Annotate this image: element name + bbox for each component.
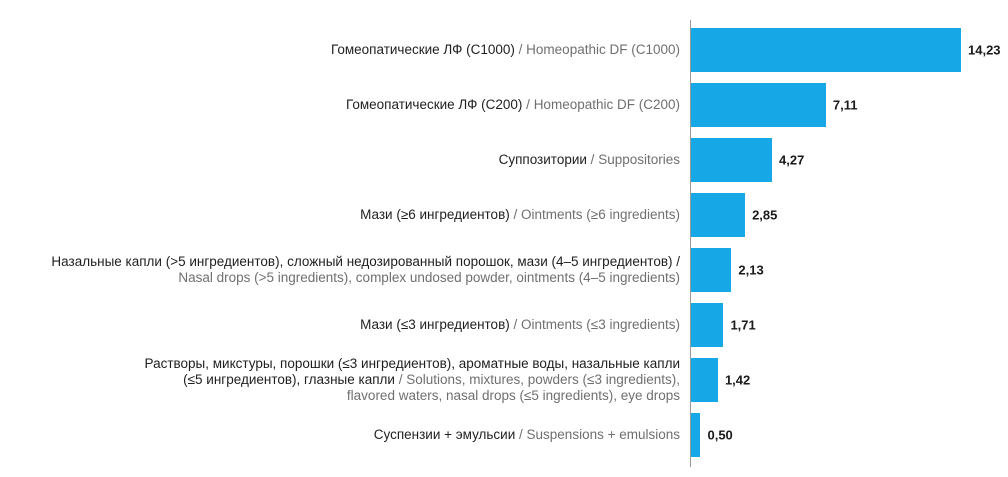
category-label: Гомеопатические ЛФ (С200) / Homeopathic … <box>0 97 680 113</box>
bar <box>691 28 961 72</box>
bar <box>691 248 732 292</box>
category-label-separator: / <box>509 317 522 332</box>
category-label: Растворы, микстуры, порошки (≤3 ингредие… <box>0 356 680 404</box>
bar <box>691 358 718 402</box>
category-label-en: Solutions, mixtures, powders (≤3 ingredi… <box>406 372 680 387</box>
category-label-en: Ointments (≤3 ingredients) <box>521 317 680 332</box>
category-label: Суспензии + эмульсии / Suspensions + emu… <box>0 427 680 443</box>
category-label: Суппозитории / Suppositories <box>0 152 680 168</box>
bar-value-label: 7,11 <box>832 97 858 113</box>
category-label-ru: Растворы, микстуры, порошки (≤3 ингредие… <box>144 356 680 371</box>
category-label: Мази (≤3 ингредиентов) / Ointments (≤3 i… <box>0 317 680 333</box>
bar <box>691 138 773 182</box>
category-label-line: flavored waters, nasal drops (≤5 ingredi… <box>0 388 680 404</box>
bar-value-label: 2,13 <box>738 262 764 278</box>
category-label-line: Гомеопатические ЛФ (С200) / Homeopathic … <box>0 97 680 113</box>
bar <box>691 303 724 347</box>
category-label-ru: (≤5 ингредиентов), глазные капли <box>183 372 395 387</box>
bar <box>691 193 746 237</box>
category-label-line: Растворы, микстуры, порошки (≤3 ингредие… <box>0 356 680 372</box>
category-label: Назальные капли (>5 ингредиентов), сложн… <box>0 254 680 286</box>
bar-value-label: 4,27 <box>779 152 805 168</box>
bar <box>691 413 701 457</box>
category-label-line: Nasal drops (>5 ingredients), complex un… <box>0 270 680 286</box>
bar <box>691 83 826 127</box>
category-label-separator: / <box>514 42 527 57</box>
category-label-separator: / <box>586 152 599 167</box>
category-label-en: Ointments (≥6 ingredients) <box>521 207 680 222</box>
category-label-separator: / <box>515 427 527 442</box>
category-label-ru: Суппозитории <box>498 152 587 167</box>
category-label-en: Homeopathic DF (C1000) <box>526 42 680 57</box>
category-label-line: (≤5 ингредиентов), глазные капли / Solut… <box>0 372 680 388</box>
category-label-ru: Мази (≤3 ингредиентов) <box>360 317 510 332</box>
category-label-ru: Гомеопатические ЛФ (С1000) <box>330 42 515 57</box>
category-label-separator: / <box>522 97 534 112</box>
category-label-en: flavored waters, nasal drops (≤5 ingredi… <box>346 388 680 403</box>
category-label-line: Суспензии + эмульсии / Suspensions + emu… <box>0 427 680 443</box>
category-label-separator: / <box>509 207 522 222</box>
category-label-ru: Назальные капли (>5 ингредиентов), сложн… <box>51 254 680 269</box>
bar-value-label: 14,23 <box>968 42 1001 58</box>
category-label-en: Nasal drops (>5 ingredients), complex un… <box>178 270 680 285</box>
bar-value-label: 1,71 <box>730 317 756 333</box>
category-label-line: Назальные капли (>5 ингредиентов), сложн… <box>0 254 680 270</box>
category-label-ru: Гомеопатические ЛФ (С200) <box>345 97 523 112</box>
bar-value-label: 0,50 <box>707 427 733 443</box>
category-label-ru: Суспензии + эмульсии <box>373 427 516 442</box>
category-label-line: Мази (≥6 ингредиентов) / Ointments (≥6 i… <box>0 207 680 223</box>
category-label-en: Suppositories <box>598 152 680 167</box>
category-label-separator: / <box>394 372 407 387</box>
category-label-line: Суппозитории / Suppositories <box>0 152 680 168</box>
category-label-ru: Мази (≥6 ингредиентов) <box>360 207 510 222</box>
category-label-en: Suspensions + emulsions <box>526 427 680 442</box>
category-label: Гомеопатические ЛФ (С1000) / Homeopathic… <box>0 42 680 58</box>
category-label: Мази (≥6 ингредиентов) / Ointments (≥6 i… <box>0 207 680 223</box>
category-axis-line <box>690 20 691 467</box>
bar-value-label: 1,42 <box>724 372 751 388</box>
category-label-en: Homeopathic DF (C200) <box>533 97 680 112</box>
bar-value-label: 2,85 <box>752 207 778 223</box>
category-label-line: Мази (≤3 ингредиентов) / Ointments (≤3 i… <box>0 317 680 333</box>
category-label-line: Гомеопатические ЛФ (С1000) / Homeopathic… <box>0 42 680 58</box>
